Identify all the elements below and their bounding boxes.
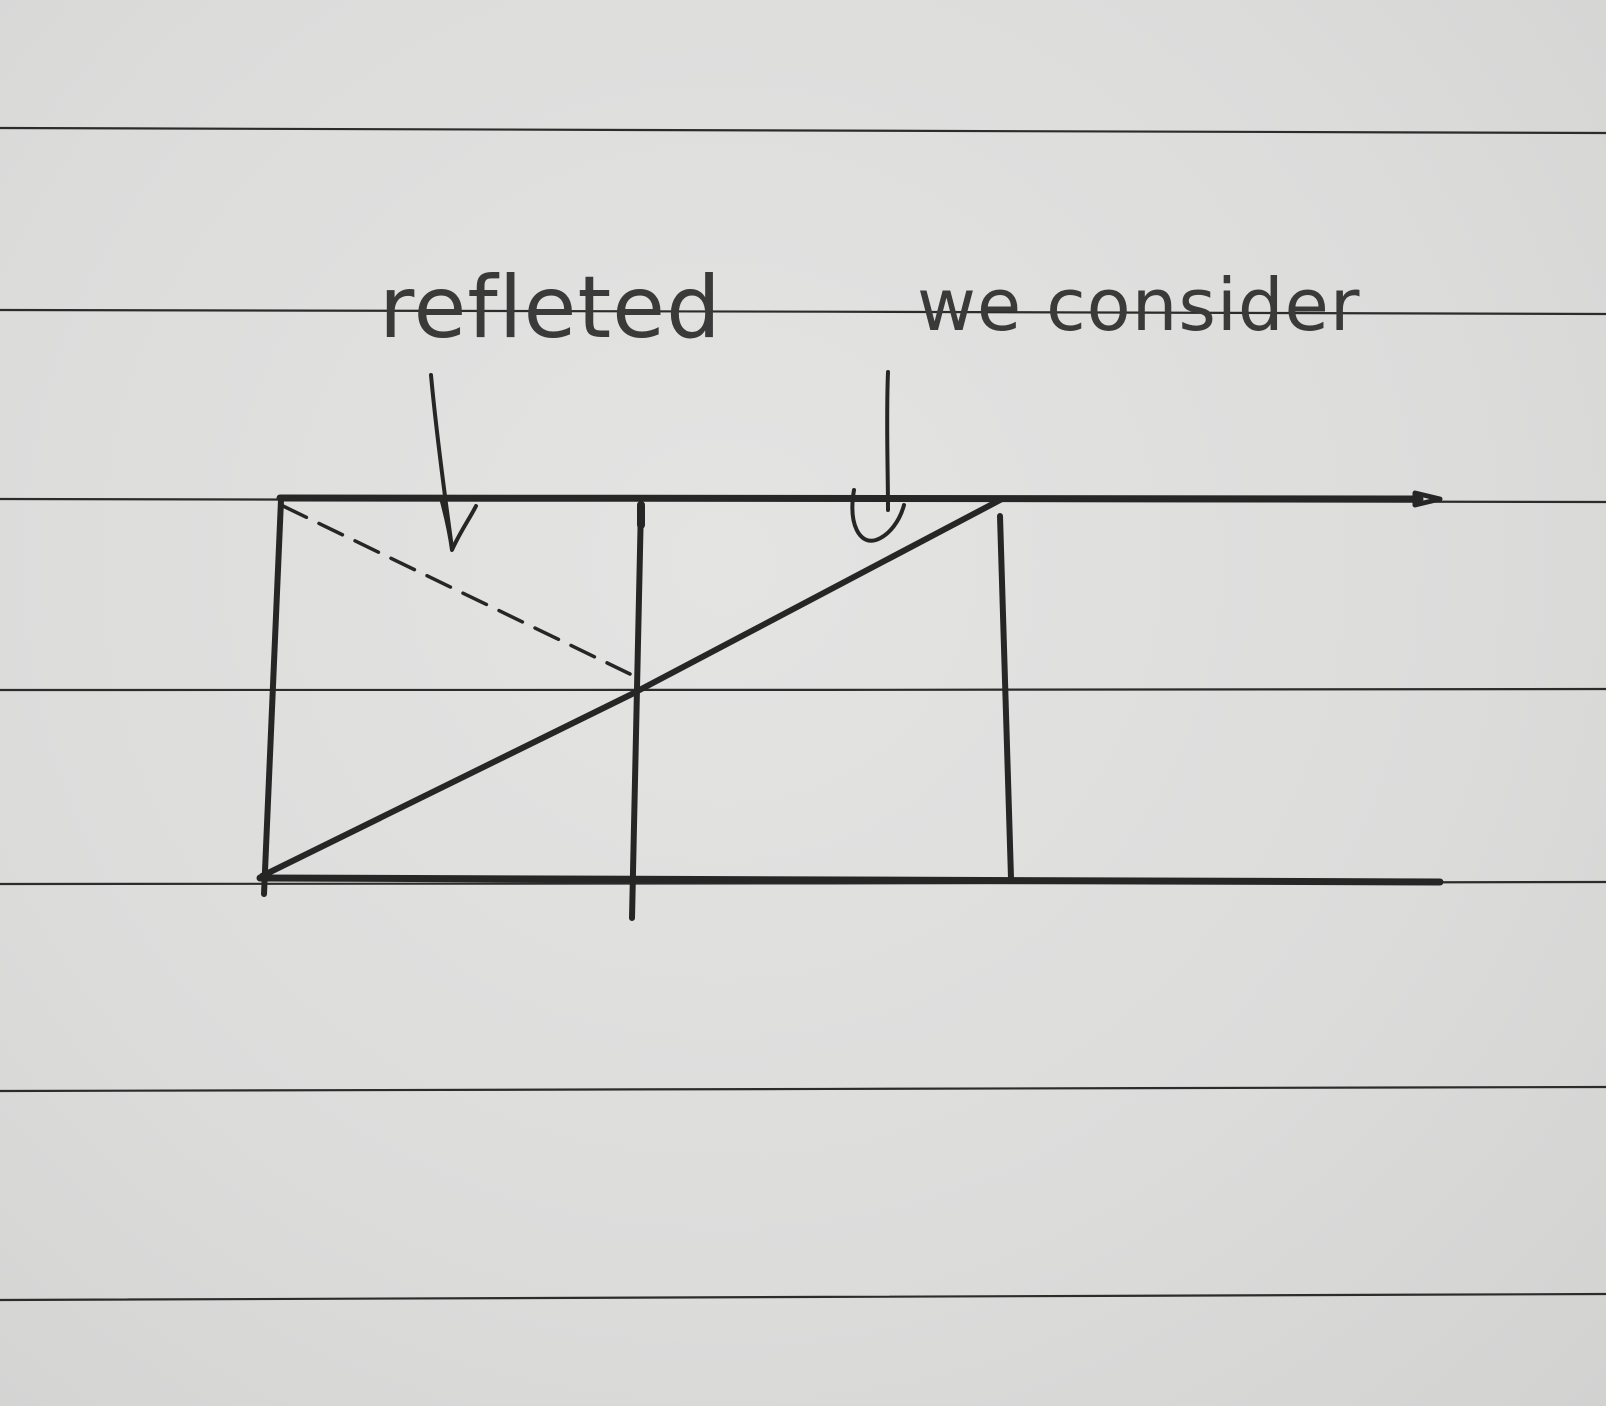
- considered-diagonal: [259, 496, 1005, 879]
- right-vertical-edge: [997, 513, 1014, 881]
- top-line-arrow: [276, 494, 1424, 503]
- annotation-arrows: [429, 370, 906, 552]
- ruled-line: [0, 308, 1606, 316]
- considered-label: we consider: [917, 263, 1360, 347]
- reflected-dashed-path: [281, 504, 632, 676]
- bottom-line: [256, 874, 1444, 886]
- reflected-label: refleted: [379, 258, 722, 358]
- diagram-strokes: [256, 490, 1444, 921]
- ruled-line: [0, 1292, 1606, 1302]
- ruled-line: [0, 126, 1606, 135]
- arrowhead: [1412, 490, 1443, 508]
- ruled-line: [0, 687, 1606, 692]
- considered-arrowhead: [850, 488, 906, 543]
- considered-arrow-shaft: [885, 370, 890, 512]
- left-vertical-edge: [261, 497, 284, 897]
- reflected-arrowhead: [439, 496, 478, 552]
- ruled-line: [0, 1085, 1606, 1093]
- middle-vertical-line: [629, 502, 644, 921]
- ruled-lines: [0, 126, 1606, 1302]
